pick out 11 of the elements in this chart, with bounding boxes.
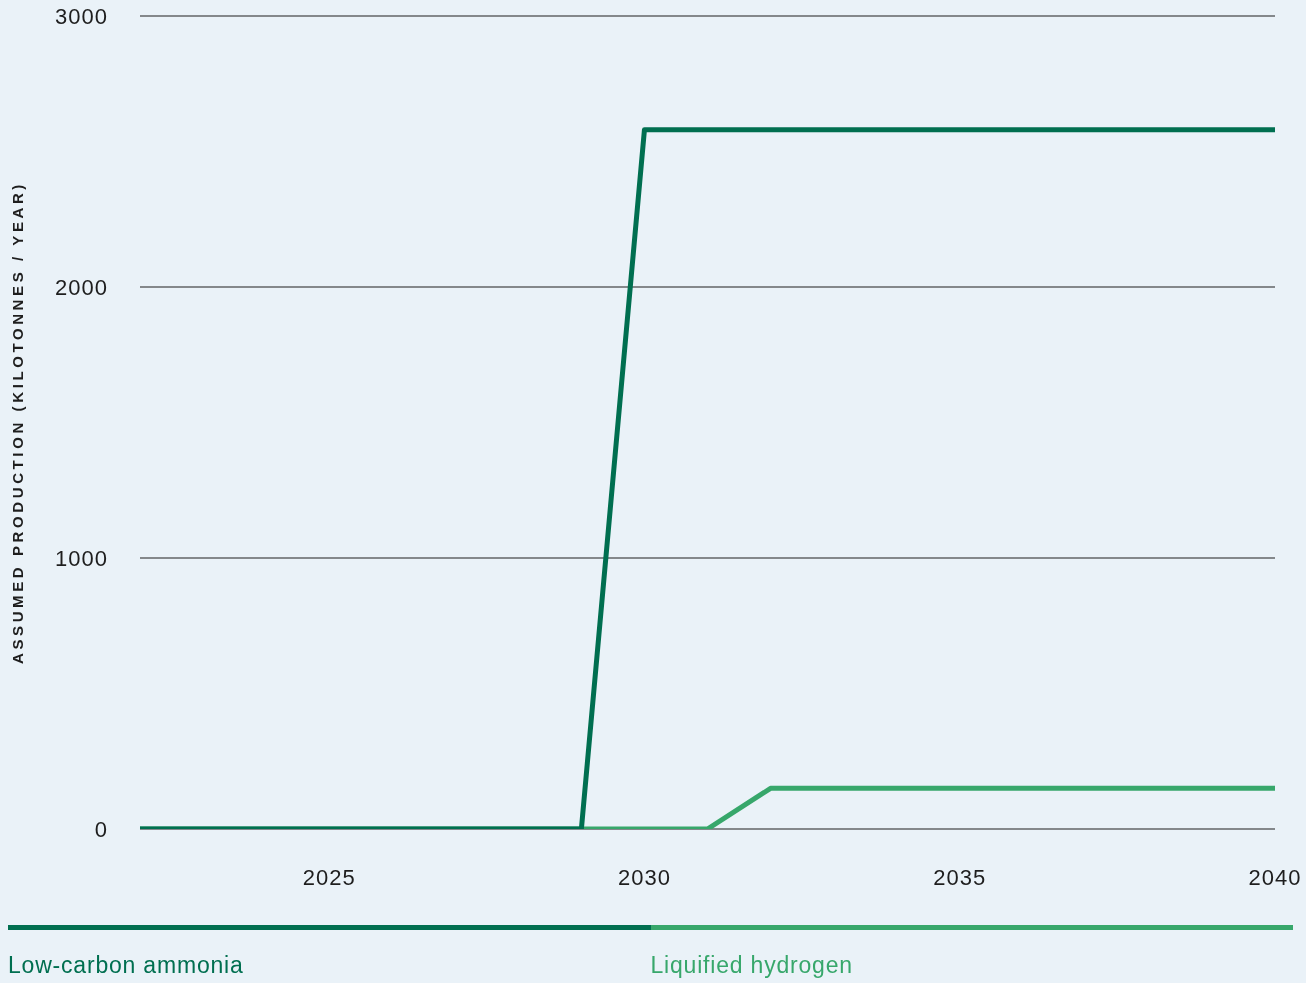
y-tick-label: 0 xyxy=(94,816,108,842)
text: Liquified hydrogen xyxy=(650,952,853,978)
x-tick-label: 2040 xyxy=(1248,864,1302,890)
y-tick-label: 3000 xyxy=(55,3,108,29)
x-tick-label: 2025 xyxy=(302,864,356,890)
x-tick-label: 2030 xyxy=(617,864,671,890)
x-tick-label: 2035 xyxy=(933,864,987,890)
y-tick-label: 2000 xyxy=(55,274,108,300)
y-axis-title: ASSUMED PRODUCTION (KILOTONNES / YEAR) xyxy=(8,181,26,664)
text: Low-carbon ammonia xyxy=(8,952,244,978)
y-tick-label: 1000 xyxy=(55,545,108,571)
